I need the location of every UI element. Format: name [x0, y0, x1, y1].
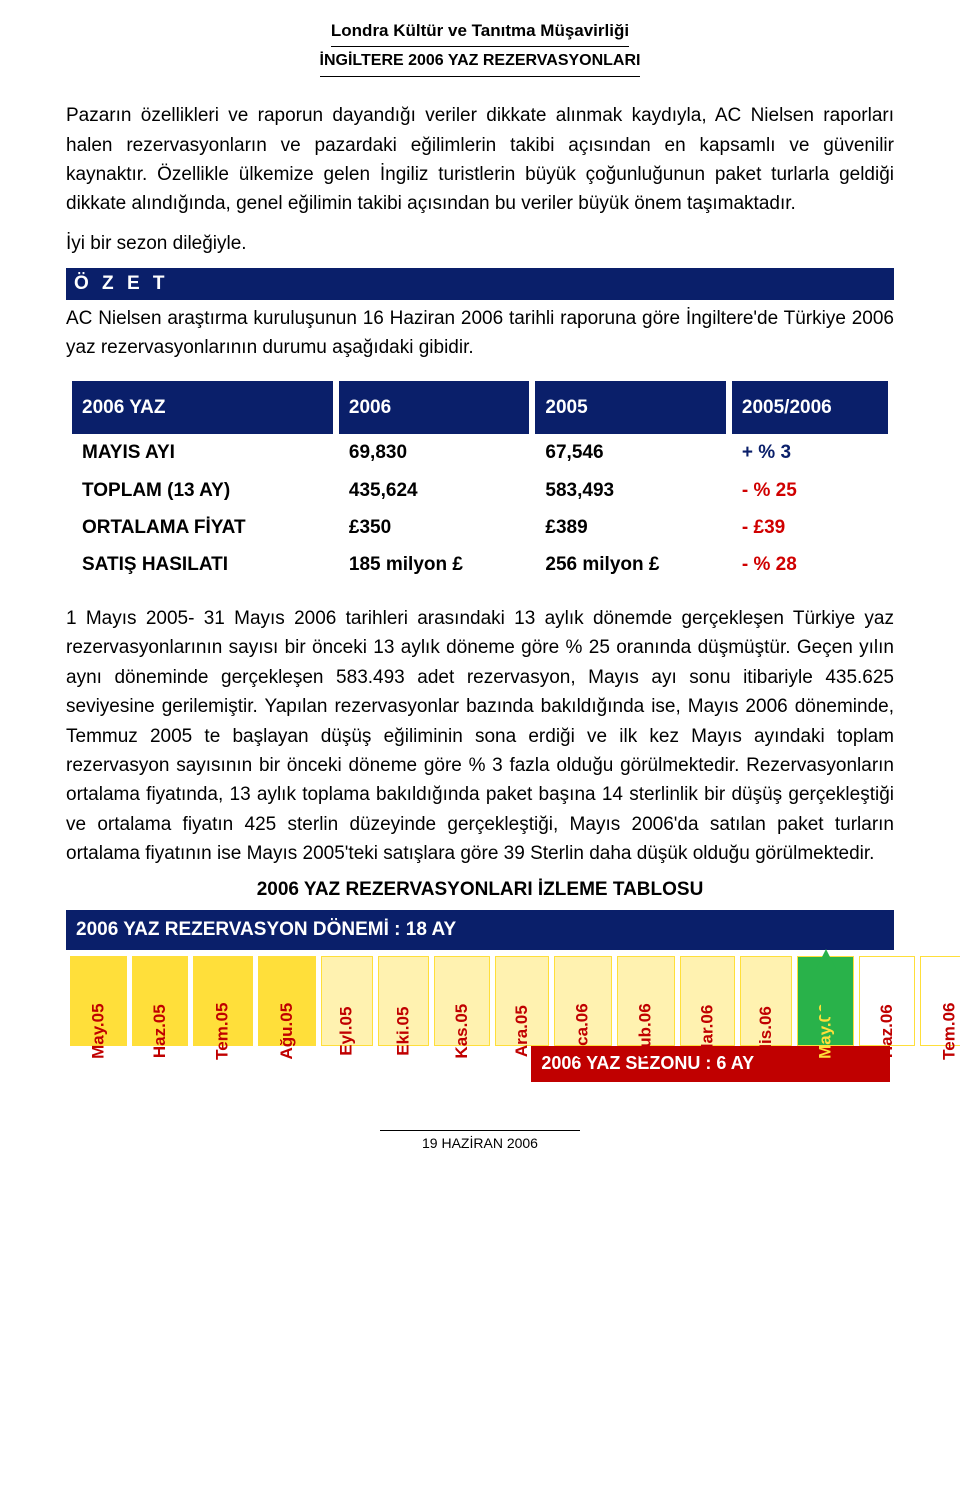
- month-label: Kas.05: [449, 1004, 475, 1059]
- month-cell: Tem.05: [193, 956, 252, 1046]
- month-row: May.05Haz.05Tem.05Ağu.05Eyl.05Eki.05Kas.…: [66, 950, 894, 1046]
- org-header-text: Londra Kültür ve Tanıtma Müşavirliği: [331, 18, 629, 47]
- row-change: - £39: [732, 509, 888, 546]
- month-cell: May.05: [70, 956, 127, 1046]
- row-change: + % 3: [732, 434, 888, 471]
- row-value-2006: 435,624: [339, 472, 530, 509]
- closing-line: İyi bir sezon dileğiyle.: [66, 229, 894, 258]
- month-cell: Oca.06: [554, 956, 612, 1046]
- row-value-2006: £350: [339, 509, 530, 546]
- month-cell: Tem.06: [920, 956, 960, 1046]
- up-arrow-stem: [821, 967, 831, 1017]
- month-cell: Haz.06: [859, 956, 915, 1046]
- row-label: TOPLAM (13 AY): [72, 472, 333, 509]
- row-change: - % 25: [732, 472, 888, 509]
- table-row: ORTALAMA FİYAT£350£389- £39: [72, 509, 888, 546]
- month-cell: Nis.06: [740, 956, 792, 1046]
- subject-header: İNGİLTERE 2006 YAZ REZERVASYONLARI: [66, 49, 894, 77]
- month-label: Haz.06: [874, 1005, 900, 1059]
- up-arrow-icon: [816, 949, 836, 969]
- timeline-period-header: 2006 YAZ REZERVASYON DÖNEMİ : 18 AY: [66, 910, 894, 949]
- row-value-2006: 185 milyon £: [339, 546, 530, 583]
- month-cell: Eyl.05: [321, 956, 372, 1046]
- row-value-2005: £389: [535, 509, 726, 546]
- table-header-row: 2006 YAZ 2006 2005 2005/2006: [72, 381, 888, 434]
- row-value-2005: 256 milyon £: [535, 546, 726, 583]
- col-header-1: 2006: [339, 381, 530, 434]
- month-label: Tem.05: [210, 1003, 236, 1060]
- analysis-paragraph: 1 Mayıs 2005- 31 Mayıs 2006 tarihleri ar…: [66, 604, 894, 869]
- subject-header-text: İNGİLTERE 2006 YAZ REZERVASYONLARI: [320, 49, 641, 77]
- row-value-2005: 67,546: [535, 434, 726, 471]
- ozet-title: Ö Z E T: [66, 268, 894, 299]
- month-cell: Ara.05: [495, 956, 549, 1046]
- month-label: May.05: [86, 1004, 112, 1059]
- month-cell: Haz.05: [132, 956, 188, 1046]
- month-cell: Şub.06: [617, 956, 675, 1046]
- org-header: Londra Kültür ve Tanıtma Müşavirliği: [66, 18, 894, 47]
- month-label: Eki.05: [390, 1007, 416, 1056]
- reservations-table: 2006 YAZ 2006 2005 2005/2006 MAYIS AYI69…: [66, 381, 894, 584]
- row-label: ORTALAMA FİYAT: [72, 509, 333, 546]
- table-row: SATIŞ HASILATI185 milyon £256 milyon £- …: [72, 546, 888, 583]
- month-cell: Kas.05: [434, 956, 491, 1046]
- month-label: Ara.05: [509, 1005, 535, 1057]
- month-label: Şub.06: [633, 1004, 659, 1060]
- chart-title: 2006 YAZ REZERVASYONLARI İZLEME TABLOSU: [66, 875, 894, 904]
- col-header-3: 2005/2006: [732, 381, 888, 434]
- row-change: - % 28: [732, 546, 888, 583]
- month-label: Haz.05: [147, 1005, 173, 1059]
- month-label: Ağu.05: [274, 1003, 300, 1060]
- month-cell: May.06: [797, 956, 854, 1046]
- table-row: TOPLAM (13 AY)435,624583,493- % 25: [72, 472, 888, 509]
- month-cell: Ağu.05: [258, 956, 317, 1046]
- footer-date: 19 HAZİRAN 2006: [380, 1130, 580, 1155]
- row-value-2006: 69,830: [339, 434, 530, 471]
- month-label: Oca.06: [570, 1004, 596, 1060]
- row-value-2005: 583,493: [535, 472, 726, 509]
- month-label: Nis.06: [753, 1006, 779, 1056]
- month-label: Tem.06: [937, 1003, 960, 1060]
- row-label: MAYIS AYI: [72, 434, 333, 471]
- intro-paragraph: Pazarın özellikleri ve raporun dayandığı…: [66, 101, 894, 219]
- month-cell: Eki.05: [378, 956, 429, 1046]
- col-header-0: 2006 YAZ: [72, 381, 333, 434]
- ozet-text: AC Nielsen araştırma kuruluşunun 16 Hazi…: [66, 304, 894, 363]
- timeline: 2006 YAZ REZERVASYON DÖNEMİ : 18 AY May.…: [66, 910, 894, 1081]
- table-row: MAYIS AYI69,83067,546+ % 3: [72, 434, 888, 471]
- month-cell: Mar.06: [680, 956, 735, 1046]
- month-label: Eyl.05: [334, 1007, 360, 1056]
- col-header-2: 2005: [535, 381, 726, 434]
- row-label: SATIŞ HASILATI: [72, 546, 333, 583]
- month-label: Mar.06: [694, 1005, 720, 1058]
